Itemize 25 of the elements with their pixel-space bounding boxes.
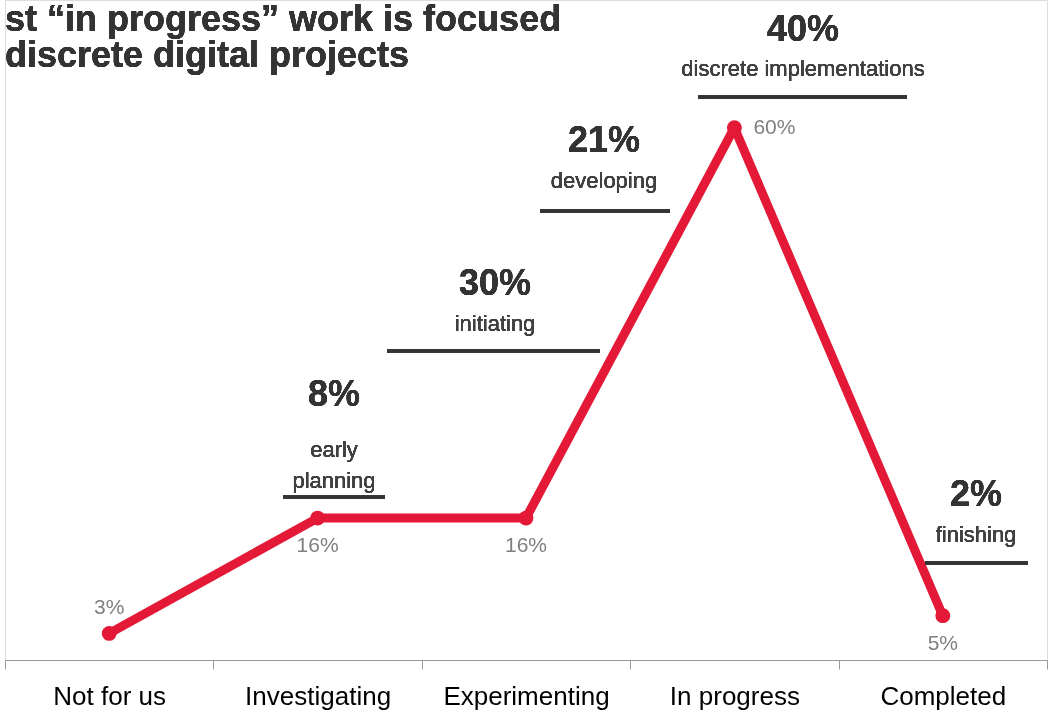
- annotation: finishing: [935, 522, 1017, 547]
- x-tick-label: Completed: [880, 680, 1007, 711]
- text: discrete implementations: [681, 56, 925, 81]
- annotation: 21%: [567, 119, 641, 160]
- point: [518, 510, 534, 526]
- point: [101, 625, 117, 641]
- annotation: 8%: [307, 373, 361, 414]
- annotation: 30%: [458, 262, 532, 303]
- data-label: 3%: [94, 595, 125, 619]
- x-tick-label: Investigating: [245, 680, 392, 711]
- x-tick-label: Not for us: [53, 680, 167, 711]
- text: 40%: [766, 8, 840, 49]
- data-label: 60%: [753, 114, 796, 138]
- annotation: 2%: [949, 473, 1003, 514]
- x-tick-label: Experimenting: [443, 680, 610, 711]
- annotation: developing: [550, 168, 658, 193]
- data-label: 16%: [504, 533, 548, 557]
- annotation: early planning: [292, 437, 376, 493]
- x-tick-label: In progress: [669, 680, 800, 711]
- data-label: 16%: [296, 533, 339, 557]
- point: [310, 510, 326, 526]
- annotation: initiating: [454, 311, 536, 336]
- point: [935, 608, 951, 624]
- data-label: 5%: [927, 630, 958, 654]
- chart-title: st “in progress” work is focused discrete digital projects: [5, 0, 562, 75]
